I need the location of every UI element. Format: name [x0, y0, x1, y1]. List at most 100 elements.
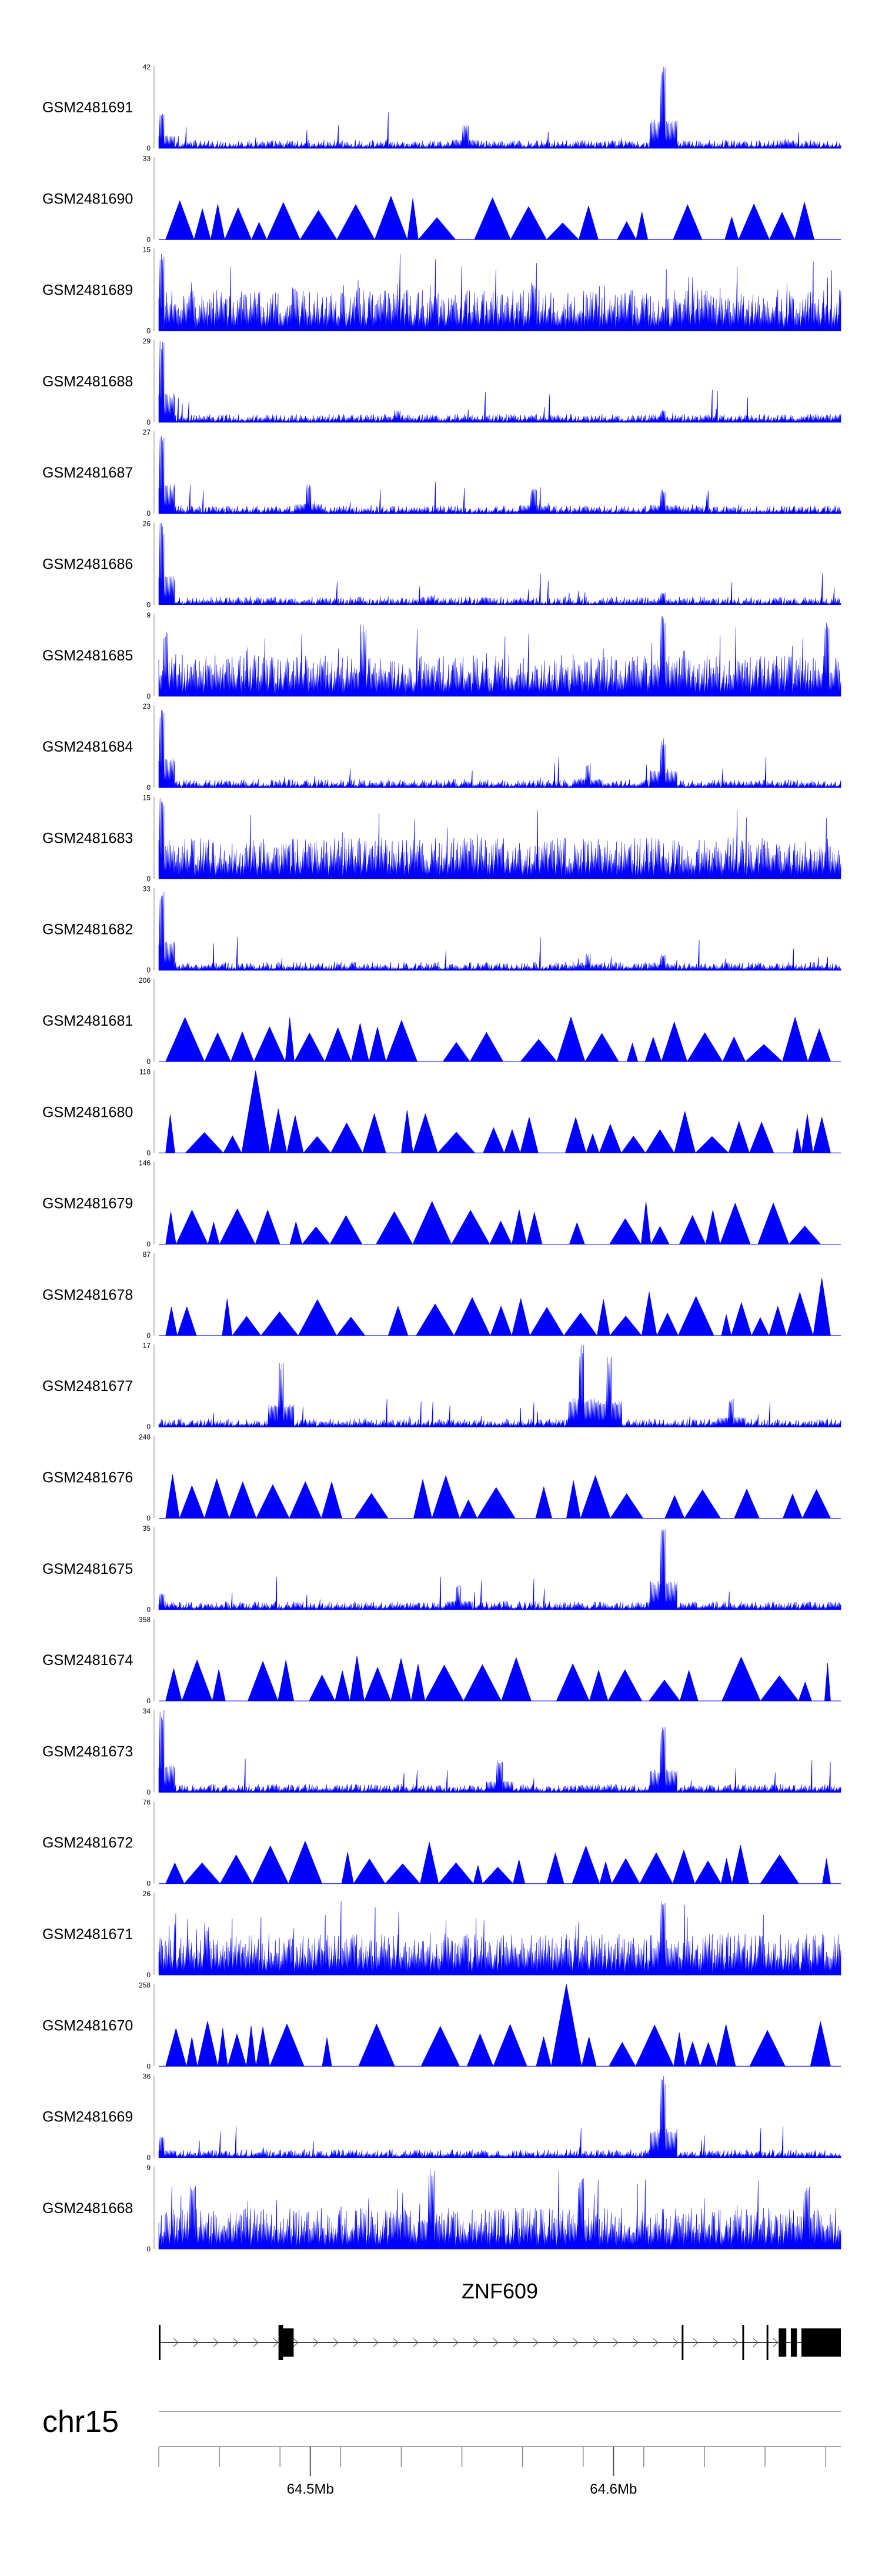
coverage-area: [158, 523, 841, 606]
strand-arrow: [313, 2338, 319, 2347]
track-label: GSM2481677: [42, 1378, 133, 1394]
track-GSM2481670: GSM2481670 258 0: [42, 1981, 841, 2070]
track-max-label: 35: [143, 1524, 151, 1533]
track-max-label: 36: [143, 2073, 151, 2081]
track-min-label: 0: [146, 875, 151, 883]
track-label: GSM2481687: [42, 465, 133, 481]
track-max-label: 9: [146, 2164, 151, 2172]
track-GSM2481685: GSM2481685 9 0: [42, 611, 841, 700]
strand-arrow: [293, 2338, 299, 2347]
strand-arrow: [353, 2338, 359, 2347]
track-GSM2481689: GSM2481689 15 0: [42, 246, 841, 335]
strand-arrow: [553, 2338, 559, 2347]
exon: [742, 2325, 744, 2360]
strand-arrow: [773, 2338, 779, 2347]
track-GSM2481690: GSM2481690 33 0: [42, 154, 841, 243]
coverage-area: [165, 1070, 831, 1153]
track-min-label: 0: [146, 509, 151, 518]
track-max-label: 27: [143, 428, 151, 436]
track-GSM2481669: GSM2481669 36 0: [42, 2073, 841, 2162]
coverage-area: [158, 341, 841, 423]
strand-arrow: [653, 2338, 659, 2347]
chromosome-label: chr15: [42, 2405, 119, 2439]
track-label: GSM2481671: [42, 1926, 133, 1943]
track-min-label: 0: [146, 2245, 151, 2253]
track-max-label: 9: [146, 611, 151, 619]
track-min-label: 0: [146, 783, 151, 792]
coverage-area: [158, 436, 841, 515]
track-max-label: 34: [143, 1707, 151, 1715]
coverage-area: [165, 1656, 831, 1701]
track-max-label: 206: [139, 976, 151, 985]
strand-arrow: [433, 2338, 439, 2347]
coverage-area: [158, 253, 841, 331]
track-min-label: 0: [146, 2062, 151, 2070]
coverage-area: [158, 66, 841, 149]
strand-arrow: [213, 2338, 219, 2347]
strand-arrow: [733, 2338, 739, 2347]
track-label: GSM2481679: [42, 1196, 133, 1212]
gene-name-label: ZNF609: [462, 2279, 538, 2303]
exon: [779, 2328, 787, 2357]
coverage-area: [158, 2076, 841, 2158]
track-label: GSM2481680: [42, 1104, 133, 1120]
track-max-label: 118: [139, 1067, 151, 1076]
track-min-label: 0: [146, 1788, 151, 1796]
strand-arrow: [493, 2338, 499, 2347]
exon: [278, 2325, 283, 2360]
coverage-area: [158, 709, 841, 789]
track-GSM2481673: GSM2481673 34 0: [42, 1707, 841, 1796]
strand-arrow: [533, 2338, 539, 2347]
track-min-label: 0: [146, 144, 151, 152]
track-max-label: 17: [143, 1342, 151, 1350]
track-label: GSM2481670: [42, 2017, 133, 2034]
exon: [681, 2325, 684, 2360]
track-min-label: 0: [146, 235, 151, 243]
strand-arrow: [513, 2338, 519, 2347]
track-min-label: 0: [146, 1332, 151, 1340]
track-label: GSM2481683: [42, 830, 133, 846]
gene-model: [159, 2325, 841, 2360]
coverage-area: [165, 1840, 831, 1884]
track-GSM2481679: GSM2481679 146 0: [42, 1159, 841, 1249]
track-min-label: 0: [146, 327, 151, 335]
track-GSM2481676: GSM2481676 248 0: [42, 1433, 841, 1523]
track-max-label: 26: [143, 1890, 151, 1898]
strand-arrow: [413, 2338, 419, 2347]
track-label: GSM2481672: [42, 1835, 133, 1851]
coverage-area: [158, 1901, 841, 1976]
track-min-label: 0: [146, 2154, 151, 2162]
coverage-area: [158, 892, 841, 971]
strand-arrow: [693, 2338, 699, 2347]
track-label: GSM2481668: [42, 2200, 133, 2217]
track-max-label: 258: [139, 1981, 151, 1989]
track-label: GSM2481674: [42, 1652, 133, 1669]
exon: [159, 2325, 161, 2360]
track-max-label: 15: [143, 246, 151, 254]
track-max-label: 29: [143, 337, 151, 345]
axis-tick-label: 64.5Mb: [287, 2481, 334, 2497]
strand-arrow: [573, 2338, 579, 2347]
track-max-label: 87: [143, 1250, 151, 1259]
gene-track: ZNF609: [159, 2279, 841, 2360]
track-label: GSM2481678: [42, 1287, 133, 1303]
track-GSM2481681: GSM2481681 206 0: [42, 976, 841, 1066]
track-label: GSM2481685: [42, 648, 133, 664]
track-max-label: 26: [143, 520, 151, 528]
exon: [790, 2328, 797, 2357]
strand-arrow: [473, 2338, 479, 2347]
track-GSM2481688: GSM2481688 29 0: [42, 337, 841, 426]
strand-arrow: [273, 2338, 279, 2347]
coverage-area: [165, 195, 815, 240]
track-max-label: 33: [143, 885, 151, 893]
track-GSM2481668: GSM2481668 9 0: [42, 2164, 841, 2253]
track-GSM2481678: GSM2481678 87 0: [42, 1250, 841, 1340]
coverage-area: [165, 1200, 821, 1244]
track-GSM2481683: GSM2481683 15 0: [42, 793, 841, 883]
exon: [801, 2328, 823, 2357]
coverage-area: [158, 798, 841, 879]
track-label: GSM2481673: [42, 1743, 133, 1760]
track-label: GSM2481676: [42, 1470, 133, 1486]
track-min-label: 0: [146, 692, 151, 700]
